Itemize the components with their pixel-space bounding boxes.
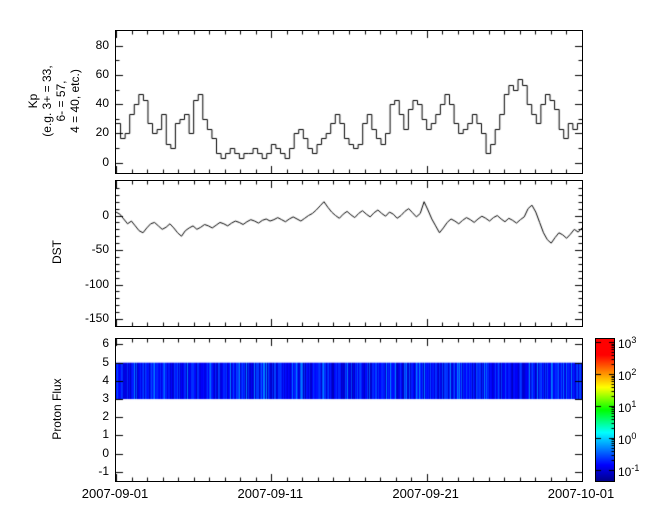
dst-y-tick-label: 0 xyxy=(102,207,109,222)
proton-flux-y-tick-label: 1 xyxy=(102,427,109,442)
dst-plot-canvas xyxy=(116,181,582,326)
proton-flux-y-tick-label: 6 xyxy=(102,336,109,351)
dst-y-tick-label: -100 xyxy=(84,276,109,291)
dst-y-tick-label: -50 xyxy=(91,242,109,257)
proton-flux-y-tick-label: 5 xyxy=(102,354,109,369)
colorbar-tick-exponent: 2 xyxy=(631,367,637,378)
x-axis-date-label: 2007-09-01 xyxy=(81,486,149,501)
colorbar-tick-base: 10 xyxy=(618,369,632,384)
x-axis-date-label: 2007-09-21 xyxy=(392,486,459,501)
colorbar-tick-exponent: -1 xyxy=(631,462,640,473)
kp-axis-label: Kp (e.g. 3+ = 33, 6- = 57, 4 = 40, etc.) xyxy=(26,65,83,137)
dst-axis-label: DST xyxy=(50,240,64,264)
proton-flux-y-tick-label: -1 xyxy=(98,463,109,478)
proton-flux-spectrogram-canvas xyxy=(116,339,582,481)
proton-flux-y-tick-label: 0 xyxy=(102,445,109,460)
proton-flux-y-tick-label: 2 xyxy=(102,409,109,424)
proton-flux-y-tick-label: 4 xyxy=(102,372,109,387)
dst-panel xyxy=(115,180,583,327)
dst-y-tick-label: -150 xyxy=(84,311,109,326)
colorbar-tick-exponent: 0 xyxy=(631,430,637,441)
colorbar-tick-label: 102 xyxy=(618,365,636,384)
colorbar xyxy=(595,338,615,482)
kp-plot-canvas xyxy=(116,31,582,173)
x-axis-date-label: 2007-09-11 xyxy=(237,486,304,501)
colorbar-tick-base: 10 xyxy=(618,432,632,447)
x-axis-date-label: 2007-10-01 xyxy=(547,486,615,501)
colorbar-tick-label: 101 xyxy=(618,397,636,416)
proton-flux-y-tick-label: 3 xyxy=(102,391,109,406)
colorbar-tick-base: 10 xyxy=(618,464,632,479)
colorbar-tick-label: 103 xyxy=(618,333,636,352)
colorbar-tick-label: 100 xyxy=(618,429,636,448)
colorbar-tick-base: 10 xyxy=(618,401,632,415)
colorbar-tick-base: 10 xyxy=(618,337,632,352)
proton-flux-panel xyxy=(115,338,583,482)
proton-flux-axis-label: Proton Flux xyxy=(50,378,64,440)
colorbar-tick-label: 10-1 xyxy=(618,461,639,480)
kp-panel xyxy=(115,30,583,174)
colorbar-tick-exponent: 1 xyxy=(631,399,637,409)
colorbar-gradient-canvas xyxy=(596,339,614,481)
colorbar-tick-exponent: 3 xyxy=(631,335,637,346)
